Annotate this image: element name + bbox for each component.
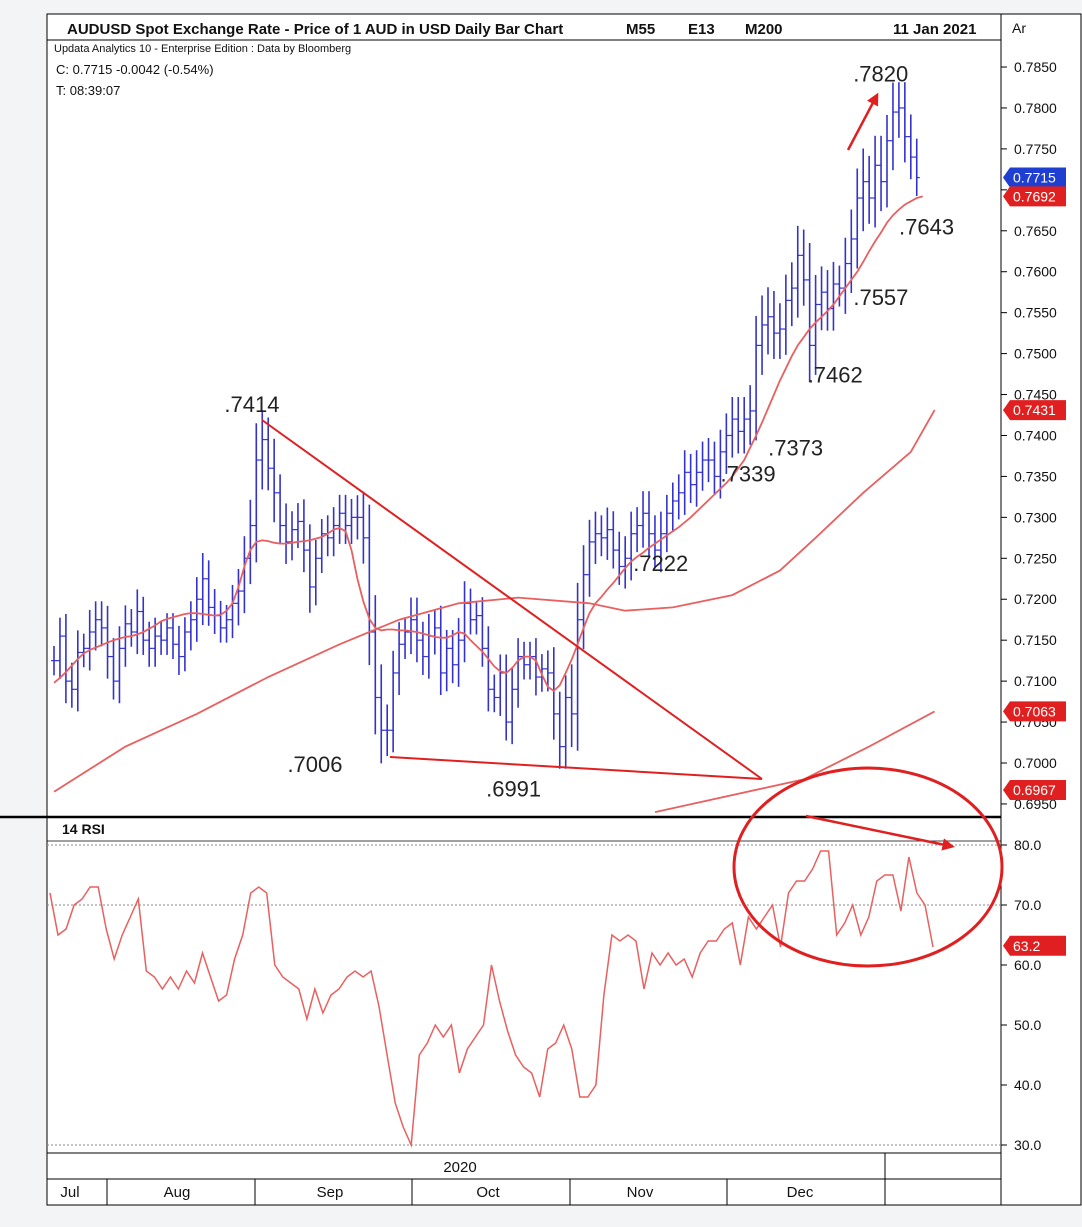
- price-badge: [1003, 186, 1066, 207]
- x-axis-month-label: Oct: [476, 1184, 500, 1201]
- price-tick-label: 0.7400: [1014, 427, 1057, 443]
- time-readout: T: 08:39:07: [56, 83, 120, 98]
- x-axis-year-label: 2020: [443, 1159, 476, 1176]
- price-tick-label: 0.7000: [1014, 755, 1057, 771]
- price-badge-label: 0.6967: [1013, 782, 1056, 798]
- price-tick-label: 0.7300: [1014, 509, 1057, 525]
- divergence-circle: [732, 766, 1004, 968]
- x-axis-month-label: Sep: [317, 1184, 344, 1201]
- price-tick-label: 0.7150: [1014, 632, 1057, 648]
- rsi-line: [49, 850, 934, 1148]
- axis-tab-label: Ar: [1012, 20, 1026, 36]
- rsi-tick-label: 40.0: [1014, 1077, 1041, 1093]
- close-readout: C: 0.7715 -0.0042 (-0.54%): [56, 62, 214, 77]
- data-source-label: Updata Analytics 10 - Enterprise Edition…: [54, 43, 351, 55]
- price-annotation-label: .7373: [768, 436, 823, 461]
- rsi-badge: [1003, 935, 1066, 956]
- price-annotation-label: .7222: [633, 551, 688, 576]
- price-tick-label: 0.7200: [1014, 591, 1057, 607]
- price-badge: [1003, 167, 1066, 188]
- breakout-arrow: [846, 92, 879, 151]
- ma-fast-line: [53, 195, 923, 693]
- price-tick-label: 0.7650: [1014, 223, 1057, 239]
- price-tick-label: 0.7800: [1014, 100, 1057, 116]
- rsi-tick-label: 60.0: [1014, 957, 1041, 973]
- price-annotations: .7414 .7006 .6991 .7222 .7339.7373 .7462 .7557…: [224, 62, 954, 802]
- x-axis-month-labels: Jul Aug Sep Oct Nov Dec: [60, 1179, 886, 1205]
- rsi-series: 63.2: [49, 850, 1066, 1148]
- chart-date: 11 Jan 2021: [893, 21, 976, 38]
- price-tick-label: 0.7600: [1014, 264, 1057, 280]
- right-badges: 0.7715 0.7692 0.7431 0.7063 0.6967: [1003, 167, 1066, 801]
- price-badge: [1003, 780, 1066, 801]
- rsi-tick-label: 80.0: [1014, 837, 1041, 853]
- rsi-title: 14 RSI: [62, 821, 105, 837]
- divergence-arrow: [805, 814, 955, 851]
- chart-frame: [46, 13, 1002, 1206]
- rsi-axis: 80.0 70.0 60.0 50.0 40.0 30.0: [47, 837, 1041, 1153]
- indicator-label-e13: E13: [688, 21, 715, 38]
- price-badge: [1003, 701, 1066, 722]
- x-axis-month-label: Nov: [627, 1184, 654, 1201]
- chart-title: AUDUSD Spot Exchange Rate - Price of 1 A…: [67, 21, 563, 38]
- ma-200-line: [654, 710, 936, 813]
- price-annotation-label: .7339: [721, 461, 776, 486]
- price-tick-label: 0.7250: [1014, 550, 1057, 566]
- price-tick-label: 0.7350: [1014, 468, 1057, 484]
- x-axis-month-label: Aug: [164, 1184, 191, 1201]
- price-annotation-label: .7006: [287, 752, 342, 777]
- indicator-label-m55: M55: [626, 21, 655, 38]
- x-axis-month-label: Jul: [60, 1184, 79, 1201]
- price-annotation-label: .6991: [486, 776, 541, 801]
- price-badge-label: 0.7063: [1013, 703, 1056, 719]
- price-tick-label: 0.7500: [1014, 346, 1057, 362]
- price-annotation-label: .7414: [224, 392, 279, 417]
- price-badge-label: 0.7692: [1013, 188, 1056, 204]
- price-axis-panel: [1000, 13, 1082, 1206]
- triangle-upper-trendline: [261, 419, 763, 780]
- rsi-badge-label: 63.2: [1013, 938, 1040, 954]
- price-badge-label: 0.7431: [1013, 402, 1056, 418]
- moving-averages: [53, 195, 936, 813]
- price-badge: [1003, 400, 1066, 421]
- price-tick-label: 0.7450: [1014, 387, 1057, 403]
- price-tick-label: 0.7100: [1014, 673, 1057, 689]
- price-tick-label: 0.7850: [1014, 59, 1057, 75]
- price-tick-label: 0.7750: [1014, 141, 1057, 157]
- indicator-label-m200: M200: [745, 21, 783, 38]
- price-tick-label: 0.7550: [1014, 305, 1057, 321]
- price-annotation-label: .7820: [853, 62, 908, 87]
- ma-slow-line: [53, 409, 936, 793]
- rsi-tick-label: 70.0: [1014, 897, 1041, 913]
- x-axis-month-label: Dec: [787, 1184, 814, 1201]
- price-badge-label: 0.7715: [1013, 170, 1056, 186]
- price-annotation-label: .7557: [853, 285, 908, 310]
- price-annotation-label: .7643: [899, 215, 954, 240]
- rsi-tick-label: 30.0: [1014, 1137, 1041, 1153]
- price-annotation-label: .7462: [808, 363, 863, 388]
- triangle-lower-trendline: [389, 756, 763, 780]
- ohlc-bars: [51, 82, 920, 769]
- rsi-tick-label: 50.0: [1014, 1017, 1041, 1033]
